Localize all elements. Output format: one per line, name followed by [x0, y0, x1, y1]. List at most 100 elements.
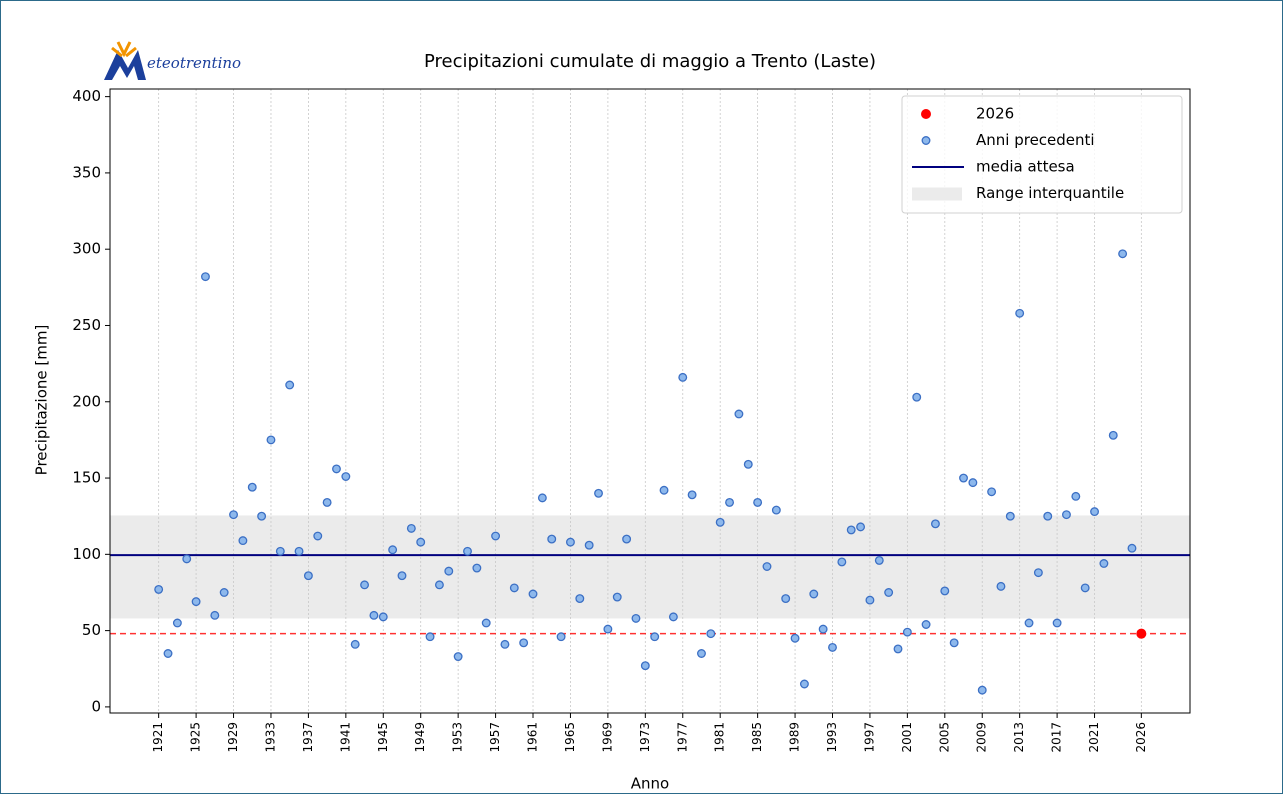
data-point [397, 571, 407, 581]
data-point [1062, 510, 1071, 520]
data-point [1033, 568, 1043, 578]
data-point [921, 620, 931, 629]
data-point [930, 519, 940, 529]
x-tick-label: 1949 [413, 722, 427, 753]
data-point [1127, 543, 1137, 553]
data-point [519, 638, 529, 648]
x-tick-label: 1921 [151, 722, 165, 753]
data-point [1052, 618, 1062, 628]
y-tick-label: 50 [82, 621, 101, 639]
data-point [369, 610, 379, 620]
legend-label: Range interquantile [976, 184, 1124, 202]
data-point [968, 478, 978, 488]
x-tick-label: 2017 [1050, 722, 1064, 753]
legend-swatch [921, 109, 931, 119]
x-tick-label: 1985 [750, 722, 764, 753]
logo-sun [111, 41, 137, 58]
data-point [640, 661, 650, 671]
data-point [350, 639, 360, 649]
chart-title: Precipitazioni cumulate di maggio a Tren… [424, 51, 876, 72]
data-point [313, 531, 323, 541]
x-tick-label: 1981 [713, 722, 727, 753]
y-tick-label: 250 [72, 316, 101, 334]
data-point [856, 522, 866, 532]
data-point [902, 627, 912, 637]
data-point [1136, 628, 1147, 639]
data-point [734, 409, 744, 419]
data-point [219, 588, 229, 597]
x-tick-label: 1953 [451, 722, 465, 753]
data-point [1005, 511, 1015, 521]
plot-frame [109, 88, 1191, 714]
data-point [715, 517, 725, 527]
data-point [378, 612, 388, 622]
data-point [884, 588, 894, 597]
x-tick-label: 2026 [1134, 722, 1148, 753]
data-point [987, 487, 997, 497]
x-tick-label: 1941 [338, 722, 352, 753]
data-point [603, 624, 613, 634]
x-tick-label: 1957 [488, 722, 502, 753]
data-point [631, 613, 641, 623]
data-point [706, 629, 716, 639]
data-point [575, 594, 585, 604]
data-point [771, 505, 781, 515]
y-axis-label: Precipitazione [mm] [33, 325, 51, 476]
data-point [453, 652, 463, 662]
data-point [547, 534, 557, 544]
legend-box [901, 95, 1183, 214]
logo: eteotrentino [104, 41, 241, 80]
y-tick-label: 150 [72, 469, 101, 487]
data-point [556, 632, 566, 642]
x-tick-label: 1989 [788, 722, 802, 753]
x-tick-label: 2009 [975, 722, 989, 753]
data-point [949, 638, 959, 648]
data-point [790, 633, 800, 643]
data-point [594, 488, 603, 498]
logo-mark [104, 50, 146, 80]
data-point [1015, 308, 1025, 318]
data-point [472, 563, 482, 573]
x-tick-label: 1961 [526, 722, 540, 753]
data-point [257, 511, 267, 521]
data-point [781, 594, 791, 604]
data-point [406, 523, 416, 533]
data-point [434, 580, 444, 590]
y-tick-label: 300 [72, 240, 101, 258]
x-tick-label: 1945 [376, 722, 390, 753]
data-point [500, 639, 510, 649]
data-point [818, 624, 828, 634]
data-point [210, 610, 220, 620]
data-point [678, 372, 688, 382]
data-point [668, 612, 678, 622]
data-point [238, 536, 248, 546]
data-point [332, 464, 341, 474]
data-point [865, 595, 875, 605]
data-point [1090, 507, 1099, 517]
data-point [828, 642, 837, 652]
data-point [247, 482, 257, 492]
y-tick-label: 200 [72, 392, 101, 410]
data-point [584, 540, 594, 550]
x-tick-label: 1933 [263, 722, 277, 753]
data-point [275, 546, 285, 556]
x-tick-label: 1973 [638, 722, 652, 753]
data-point [416, 537, 426, 547]
x-tick-label: 1993 [825, 722, 839, 753]
data-point [1071, 491, 1081, 501]
data-point [294, 546, 304, 556]
data-point [1099, 559, 1109, 568]
x-axis-label: Anno [631, 775, 669, 793]
data-point [285, 380, 295, 390]
data-point [163, 649, 173, 658]
data-point [425, 632, 435, 642]
x-tick-label: 1925 [189, 722, 203, 753]
data-point [799, 679, 809, 689]
data-point [481, 618, 491, 628]
y-tick-label: 100 [72, 545, 101, 563]
data-point [650, 632, 660, 642]
data-point [912, 392, 922, 402]
data-point [201, 272, 210, 282]
legend-label: 2026 [976, 105, 1014, 123]
data-point [388, 545, 398, 555]
